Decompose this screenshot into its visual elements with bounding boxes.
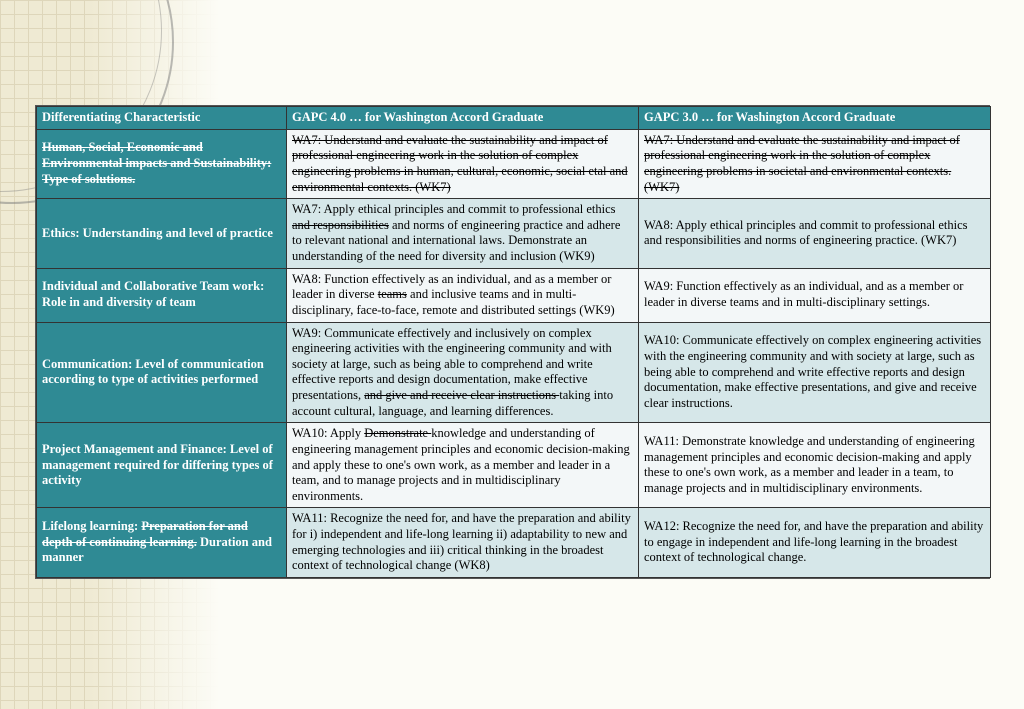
row-label: Ethics: Understanding and level of pract…	[37, 199, 287, 269]
struck-text: and responsibilities	[292, 218, 389, 232]
cell-gapc40: WA7: Apply ethical principles and commit…	[287, 199, 639, 269]
col-header-characteristic: Differentiating Characteristic	[37, 107, 287, 130]
table-row: Communication: Level of communication ac…	[37, 322, 991, 423]
table-row: Lifelong learning: Preparation for and d…	[37, 508, 991, 578]
cell-gapc30: WA11: Demonstrate knowledge and understa…	[639, 423, 991, 508]
cell-gapc30: WA8: Apply ethical principles and commit…	[639, 199, 991, 269]
comparison-table: Differentiating Characteristic GAPC 4.0 …	[36, 106, 991, 578]
text-segment: WA11: Demonstrate knowledge and understa…	[644, 434, 975, 495]
text-segment: WA7: Apply ethical principles and commit…	[292, 202, 616, 216]
text-segment: Communication: Level of communication ac…	[42, 357, 264, 387]
table-header-row: Differentiating Characteristic GAPC 4.0 …	[37, 107, 991, 130]
row-label: Lifelong learning: Preparation for and d…	[37, 508, 287, 578]
struck-text: teams	[378, 287, 407, 301]
table-row: Human, Social, Economic and Environmenta…	[37, 129, 991, 199]
table-row: Ethics: Understanding and level of pract…	[37, 199, 991, 269]
cell-gapc40: WA10: Apply Demonstrate knowledge and un…	[287, 423, 639, 508]
text-segment: WA10: Apply	[292, 426, 364, 440]
text-segment: WA10: Communicate effectively on complex…	[644, 333, 981, 410]
text-segment: WA12: Recognize the need for, and have t…	[644, 519, 983, 564]
cell-gapc40: WA8: Function effectively as an individu…	[287, 268, 639, 322]
cell-gapc40: WA11: Recognize the need for, and have t…	[287, 508, 639, 578]
cell-gapc40: WA7: Understand and evaluate the sustain…	[287, 129, 639, 199]
cell-gapc30: WA10: Communicate effectively on complex…	[639, 322, 991, 423]
row-label: Individual and Collaborative Team work: …	[37, 268, 287, 322]
struck-text: and give and receive clear instructions	[364, 388, 559, 402]
table-row: Individual and Collaborative Team work: …	[37, 268, 991, 322]
text-segment: WA8: Apply ethical principles and commit…	[644, 218, 968, 248]
cell-gapc40: WA9: Communicate effectively and inclusi…	[287, 322, 639, 423]
struck-text: Demonstrate	[364, 426, 431, 440]
text-segment: Ethics: Understanding and level of pract…	[42, 226, 273, 240]
row-label: Communication: Level of communication ac…	[37, 322, 287, 423]
struck-text: WA7: Understand and evaluate the sustain…	[292, 133, 628, 194]
table-row: Project Management and Finance: Level of…	[37, 423, 991, 508]
row-label: Project Management and Finance: Level of…	[37, 423, 287, 508]
text-segment: WA9: Function effectively as an individu…	[644, 279, 963, 309]
text-segment: WA11: Recognize the need for, and have t…	[292, 511, 631, 572]
comparison-table-wrap: Differentiating Characteristic GAPC 4.0 …	[35, 105, 990, 579]
struck-text: WA7: Understand and evaluate the sustain…	[644, 133, 960, 194]
cell-gapc30: WA7: Understand and evaluate the sustain…	[639, 129, 991, 199]
text-segment: Project Management and Finance: Level of…	[42, 442, 273, 487]
cell-gapc30: WA12: Recognize the need for, and have t…	[639, 508, 991, 578]
col-header-gapc40: GAPC 4.0 … for Washington Accord Graduat…	[287, 107, 639, 130]
text-segment: Lifelong learning:	[42, 519, 141, 533]
text-segment: Individual and Collaborative Team work: …	[42, 279, 264, 309]
col-header-gapc30: GAPC 3.0 … for Washington Accord Graduat…	[639, 107, 991, 130]
cell-gapc30: WA9: Function effectively as an individu…	[639, 268, 991, 322]
row-label: Human, Social, Economic and Environmenta…	[37, 129, 287, 199]
struck-text: Human, Social, Economic and Environmenta…	[42, 140, 271, 185]
